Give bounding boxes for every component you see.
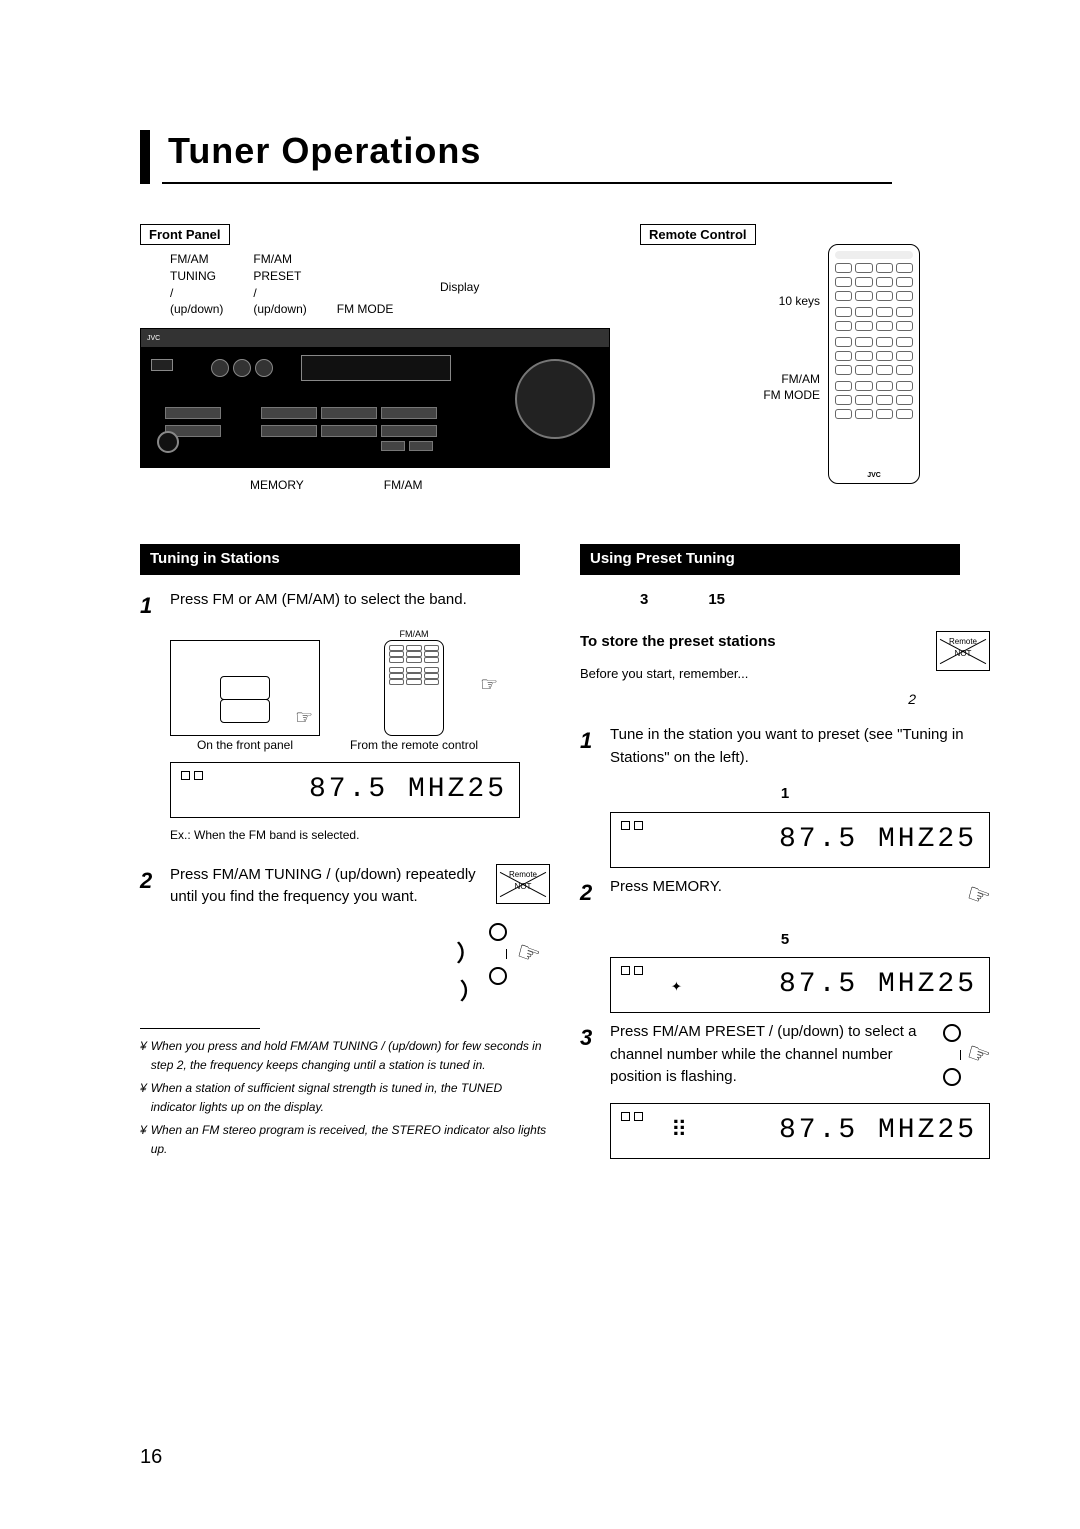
lcd-caption: Ex.: When the FM band is selected. bbox=[170, 826, 550, 844]
r-step-1-text: Tune in the station you want to preset (… bbox=[610, 724, 990, 769]
r-step-2-text: Press MEMORY. bbox=[610, 876, 957, 915]
title-accent-bar bbox=[140, 130, 150, 184]
footnotes: ¥When you press and hold FM/AM TUNING / … bbox=[140, 1037, 550, 1160]
lcd-value: 87.5 MHZ25 bbox=[779, 964, 977, 1006]
front-panel-button-illustration: ☞ bbox=[170, 640, 320, 736]
receiver-illustration: JVC bbox=[140, 328, 610, 468]
label-tuning: FM/AMTUNING/(up/down) bbox=[170, 251, 223, 318]
mini-remote-fmam-label: FM/AM bbox=[400, 628, 429, 642]
num-3: 3 bbox=[640, 589, 648, 612]
remote-caption: From the remote control bbox=[350, 736, 478, 754]
step-number: 2 bbox=[140, 864, 160, 909]
label-fm-mode: FM MODE bbox=[337, 301, 394, 318]
dial-icon bbox=[943, 1068, 961, 1086]
step-number: 2 bbox=[580, 876, 600, 915]
receiver-brand: JVC bbox=[147, 335, 160, 342]
right-column: Using Preset Tuning 3 15 To store the pr… bbox=[580, 544, 990, 1167]
step-hint-2: 2 bbox=[580, 689, 916, 710]
flash-icon: ✦ bbox=[671, 974, 682, 1001]
hand-pointer-icon: ☞ bbox=[511, 931, 546, 976]
step-number: 1 bbox=[140, 589, 160, 622]
device-diagram: Front Panel FM/AMTUNING/(up/down) FM/AMP… bbox=[140, 224, 990, 514]
label-memory: MEMORY bbox=[250, 478, 304, 492]
hand-pointer-icon: ☞ bbox=[961, 873, 996, 918]
center-1: 1 bbox=[580, 783, 990, 806]
r-step-3-text: Press FM/AM PRESET / (up/down) to select… bbox=[610, 1021, 933, 1089]
label-remote-fm-mode: FM MODE bbox=[763, 388, 820, 402]
lcd-value: 87.5 MHZ25 bbox=[779, 1110, 977, 1152]
step-number: 3 bbox=[580, 1021, 600, 1089]
title-underline bbox=[162, 182, 892, 184]
page-number: 16 bbox=[140, 1446, 162, 1469]
panel-caption: On the front panel bbox=[170, 736, 320, 754]
label-10-keys: 10 keys bbox=[779, 294, 820, 308]
hand-pointer-icon: ☞ bbox=[480, 670, 498, 700]
center-5: 5 bbox=[580, 929, 990, 952]
label-fmam: FM/AM bbox=[384, 478, 423, 492]
hand-pointer-icon: ☞ bbox=[295, 703, 313, 733]
lcd-display: 87.5 MHZ25 bbox=[610, 812, 990, 868]
page-title-block: Tuner Operations bbox=[140, 130, 990, 184]
dial-icon bbox=[489, 923, 507, 941]
paren-icon: ） bbox=[457, 937, 479, 970]
receiver-lcd bbox=[301, 355, 451, 381]
label-remote-fmam: FM/AM bbox=[781, 372, 820, 386]
remote-not-badge: Remote NOT bbox=[496, 864, 550, 904]
left-column: Tuning in Stations 1 Press FM or AM (FM/… bbox=[140, 544, 550, 1167]
remote-illustration: JVC bbox=[828, 244, 920, 484]
step-2-text: Press FM/AM TUNING / (up/down) repeatedl… bbox=[170, 864, 486, 909]
hand-pointer-icon: ☞ bbox=[961, 1032, 996, 1077]
lcd-value: 87.5 MHZ25 bbox=[309, 769, 507, 811]
step-number: 1 bbox=[580, 724, 600, 769]
tuning-heading: Tuning in Stations bbox=[140, 544, 520, 575]
channel-flash-icon: ⠿ bbox=[671, 1114, 687, 1147]
lcd-display: 87.5 MHZ25 bbox=[170, 762, 520, 818]
step-1-text: Press FM or AM (FM/AM) to select the ban… bbox=[170, 589, 467, 622]
page-title: Tuner Operations bbox=[168, 130, 892, 182]
preset-heading: Using Preset Tuning bbox=[580, 544, 960, 575]
paren-icon: ） bbox=[460, 975, 482, 1008]
remote-brand: JVC bbox=[829, 472, 919, 479]
remote-mini-illustration bbox=[384, 640, 444, 736]
volume-knob-icon bbox=[515, 359, 595, 439]
lcd-display: ⠿ 87.5 MHZ25 bbox=[610, 1103, 990, 1159]
footnote-rule bbox=[140, 1028, 260, 1029]
store-subheading: To store the preset stations bbox=[580, 631, 916, 654]
remote-control-label: Remote Control bbox=[640, 224, 756, 245]
dial-icon bbox=[943, 1024, 961, 1042]
headphone-jack-icon bbox=[157, 431, 179, 453]
before-text: Before you start, remember... bbox=[580, 664, 916, 684]
label-preset: FM/AMPRESET/(up/down) bbox=[253, 251, 306, 318]
lcd-display: ✦ 87.5 MHZ25 bbox=[610, 957, 990, 1013]
num-15: 15 bbox=[708, 589, 725, 612]
label-display: Display bbox=[440, 280, 479, 294]
power-button-icon bbox=[151, 359, 173, 371]
front-panel-label: Front Panel bbox=[140, 224, 230, 245]
lcd-value: 87.5 MHZ25 bbox=[779, 819, 977, 861]
dial-icon bbox=[489, 967, 507, 985]
remote-not-badge: Remote NOT bbox=[936, 631, 990, 671]
